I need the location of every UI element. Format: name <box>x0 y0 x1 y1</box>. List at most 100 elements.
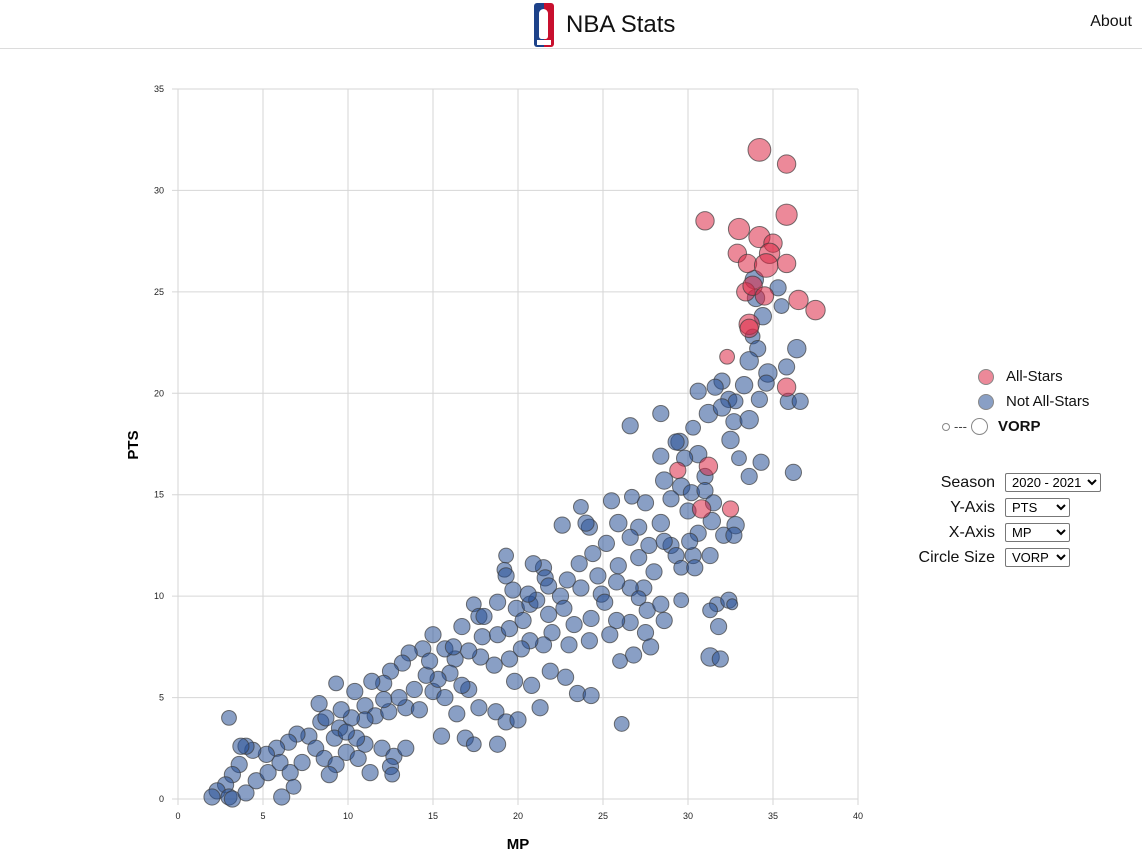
player-point[interactable] <box>237 784 255 802</box>
player-point[interactable] <box>712 398 732 417</box>
player-point[interactable] <box>570 555 588 573</box>
player-point[interactable] <box>589 567 607 585</box>
player-point[interactable] <box>361 764 379 782</box>
player-point[interactable] <box>349 749 367 768</box>
player-point[interactable] <box>232 737 250 755</box>
player-point[interactable] <box>602 492 621 510</box>
player-point[interactable] <box>555 599 573 617</box>
player-point[interactable] <box>475 607 493 626</box>
player-point[interactable] <box>523 676 541 695</box>
player-point[interactable] <box>787 338 807 359</box>
player-point[interactable] <box>791 392 809 410</box>
player-point[interactable] <box>573 498 589 515</box>
player-point[interactable] <box>630 590 647 607</box>
circle-size-select[interactable]: VORP <box>1005 548 1070 567</box>
player-point[interactable] <box>498 547 515 564</box>
allstar-point[interactable] <box>776 253 797 274</box>
legend-allstars[interactable]: All-Stars <box>940 364 1089 389</box>
player-point[interactable] <box>701 546 719 565</box>
player-point[interactable] <box>621 417 639 435</box>
player-point[interactable] <box>203 788 221 806</box>
allstar-point[interactable] <box>669 461 687 479</box>
player-point[interactable] <box>621 528 639 546</box>
player-point[interactable] <box>624 488 640 505</box>
player-point[interactable] <box>519 585 537 603</box>
player-point[interactable] <box>613 716 630 732</box>
player-point[interactable] <box>582 686 600 705</box>
player-point[interactable] <box>373 739 391 757</box>
player-point[interactable] <box>524 555 542 573</box>
player-point[interactable] <box>651 513 670 533</box>
yaxis-select[interactable]: PTS <box>1005 498 1070 517</box>
legend-notallstars[interactable]: Not All-Stars <box>940 389 1089 414</box>
player-point[interactable] <box>514 611 532 630</box>
player-point[interactable] <box>685 419 701 436</box>
player-point[interactable] <box>497 567 515 585</box>
player-point[interactable] <box>558 571 576 589</box>
player-point[interactable] <box>769 279 787 297</box>
player-point[interactable] <box>541 662 559 680</box>
allstar-point[interactable] <box>776 154 797 174</box>
player-point[interactable] <box>582 609 600 628</box>
player-point[interactable] <box>608 611 626 630</box>
player-point[interactable] <box>540 605 558 624</box>
player-point[interactable] <box>711 650 729 668</box>
player-point[interactable] <box>706 378 724 396</box>
player-point[interactable] <box>509 711 527 729</box>
about-link[interactable]: About <box>1090 13 1132 30</box>
allstar-point[interactable] <box>721 500 740 518</box>
allstar-point[interactable] <box>805 299 826 321</box>
player-point[interactable] <box>686 559 704 577</box>
player-point[interactable] <box>752 453 770 471</box>
player-point[interactable] <box>397 739 415 757</box>
allstar-point[interactable] <box>691 499 712 519</box>
player-point[interactable] <box>504 581 522 599</box>
player-point[interactable] <box>247 772 265 790</box>
player-point[interactable] <box>453 676 471 695</box>
player-point[interactable] <box>310 695 328 713</box>
allstar-point[interactable] <box>776 377 797 397</box>
allstar-point[interactable] <box>719 348 735 365</box>
player-point[interactable] <box>577 514 595 532</box>
player-point[interactable] <box>393 654 411 672</box>
player-point[interactable] <box>473 628 491 646</box>
player-point[interactable] <box>557 668 575 686</box>
player-point[interactable] <box>346 682 364 701</box>
player-point[interactable] <box>273 788 291 806</box>
player-point[interactable] <box>540 577 558 595</box>
allstar-point[interactable] <box>775 203 798 226</box>
player-point[interactable] <box>285 778 302 795</box>
player-point[interactable] <box>601 626 619 644</box>
player-point[interactable] <box>259 764 277 782</box>
player-point[interactable] <box>505 672 524 690</box>
player-point[interactable] <box>681 532 699 550</box>
player-point[interactable] <box>731 450 747 467</box>
player-point[interactable] <box>652 404 670 423</box>
player-point[interactable] <box>465 736 482 753</box>
player-point[interactable] <box>655 471 674 490</box>
player-point[interactable] <box>565 615 583 634</box>
player-point[interactable] <box>597 534 616 552</box>
player-point[interactable] <box>725 526 743 544</box>
player-point[interactable] <box>784 463 803 481</box>
player-point[interactable] <box>560 636 578 654</box>
brand[interactable]: NBA Stats <box>534 2 675 48</box>
player-point[interactable] <box>424 626 442 644</box>
player-point[interactable] <box>584 544 602 563</box>
player-point[interactable] <box>271 753 289 772</box>
player-point[interactable] <box>757 374 775 392</box>
player-point[interactable] <box>739 351 759 371</box>
player-point[interactable] <box>636 494 655 512</box>
player-point[interactable] <box>750 390 769 408</box>
player-point[interactable] <box>221 709 237 726</box>
allstar-point[interactable] <box>753 253 779 278</box>
player-point[interactable] <box>609 557 627 575</box>
player-point[interactable] <box>702 602 718 619</box>
player-point[interactable] <box>485 656 503 674</box>
player-point[interactable] <box>609 513 628 533</box>
player-point[interactable] <box>702 511 721 531</box>
player-point[interactable] <box>608 573 626 591</box>
allstar-point[interactable] <box>788 289 809 311</box>
allstar-point[interactable] <box>754 286 775 306</box>
player-point[interactable] <box>363 672 381 690</box>
